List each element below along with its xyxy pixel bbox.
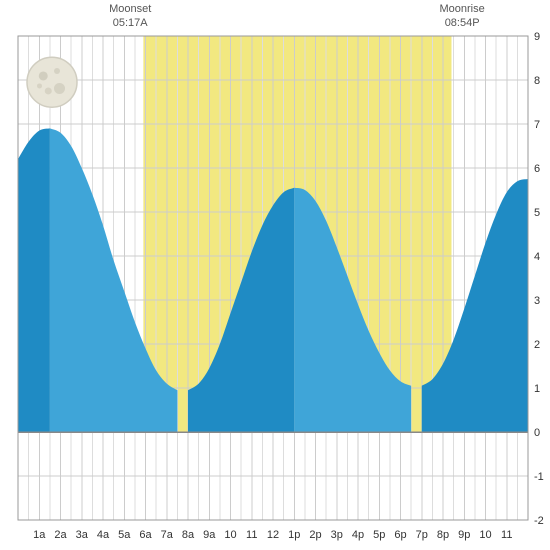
moonrise-title: Moonrise xyxy=(432,2,492,16)
x-tick-label: 11 xyxy=(246,529,257,541)
y-tick-label: 2 xyxy=(534,339,540,351)
x-tick-label: 3p xyxy=(331,529,343,541)
x-tick-label: 12 xyxy=(267,529,279,541)
x-tick-label: 2p xyxy=(309,529,321,541)
y-tick-label: 1 xyxy=(534,383,540,395)
y-tick-label: -2 xyxy=(534,515,544,527)
y-tick-label: -1 xyxy=(534,471,544,483)
x-tick-label: 7a xyxy=(161,529,174,541)
moonset-title: Moonset xyxy=(100,2,160,16)
x-tick-label: 5p xyxy=(373,529,385,541)
x-tick-label: 8p xyxy=(437,529,449,541)
moonrise-time: 08:54P xyxy=(432,16,492,30)
x-tick-label: 11 xyxy=(501,529,512,541)
y-tick-label: 9 xyxy=(534,31,540,43)
tide-chart: Moonset 05:17A Moonrise 08:54P -2-101234… xyxy=(0,0,550,550)
x-tick-label: 4a xyxy=(97,529,110,541)
x-tick-label: 6a xyxy=(139,529,152,541)
y-tick-label: 0 xyxy=(534,427,540,439)
chart-svg: -2-101234567891a2a3a4a5a6a7a8a9a1011121p… xyxy=(0,0,550,550)
x-tick-label: 2a xyxy=(54,529,67,541)
x-tick-label: 1a xyxy=(33,529,46,541)
y-tick-label: 5 xyxy=(534,207,540,219)
x-tick-label: 4p xyxy=(352,529,364,541)
y-tick-label: 8 xyxy=(534,75,540,87)
x-tick-label: 10 xyxy=(224,529,236,541)
x-tick-label: 6p xyxy=(394,529,406,541)
x-tick-label: 3a xyxy=(76,529,89,541)
x-tick-label: 10 xyxy=(479,529,491,541)
x-tick-label: 7p xyxy=(416,529,428,541)
moonset-time: 05:17A xyxy=(100,16,160,30)
x-tick-label: 9a xyxy=(203,529,216,541)
y-tick-label: 4 xyxy=(534,251,540,263)
x-tick-label: 9p xyxy=(458,529,470,541)
y-tick-label: 7 xyxy=(534,119,540,131)
x-tick-label: 1p xyxy=(288,529,300,541)
x-tick-label: 8a xyxy=(182,529,195,541)
moon-icon xyxy=(27,57,77,107)
tide-segment xyxy=(18,128,50,432)
x-tick-label: 5a xyxy=(118,529,131,541)
y-tick-label: 3 xyxy=(534,295,540,307)
y-tick-label: 6 xyxy=(534,163,540,175)
moonrise-header: Moonrise 08:54P xyxy=(432,2,492,31)
moonset-header: Moonset 05:17A xyxy=(100,2,160,31)
